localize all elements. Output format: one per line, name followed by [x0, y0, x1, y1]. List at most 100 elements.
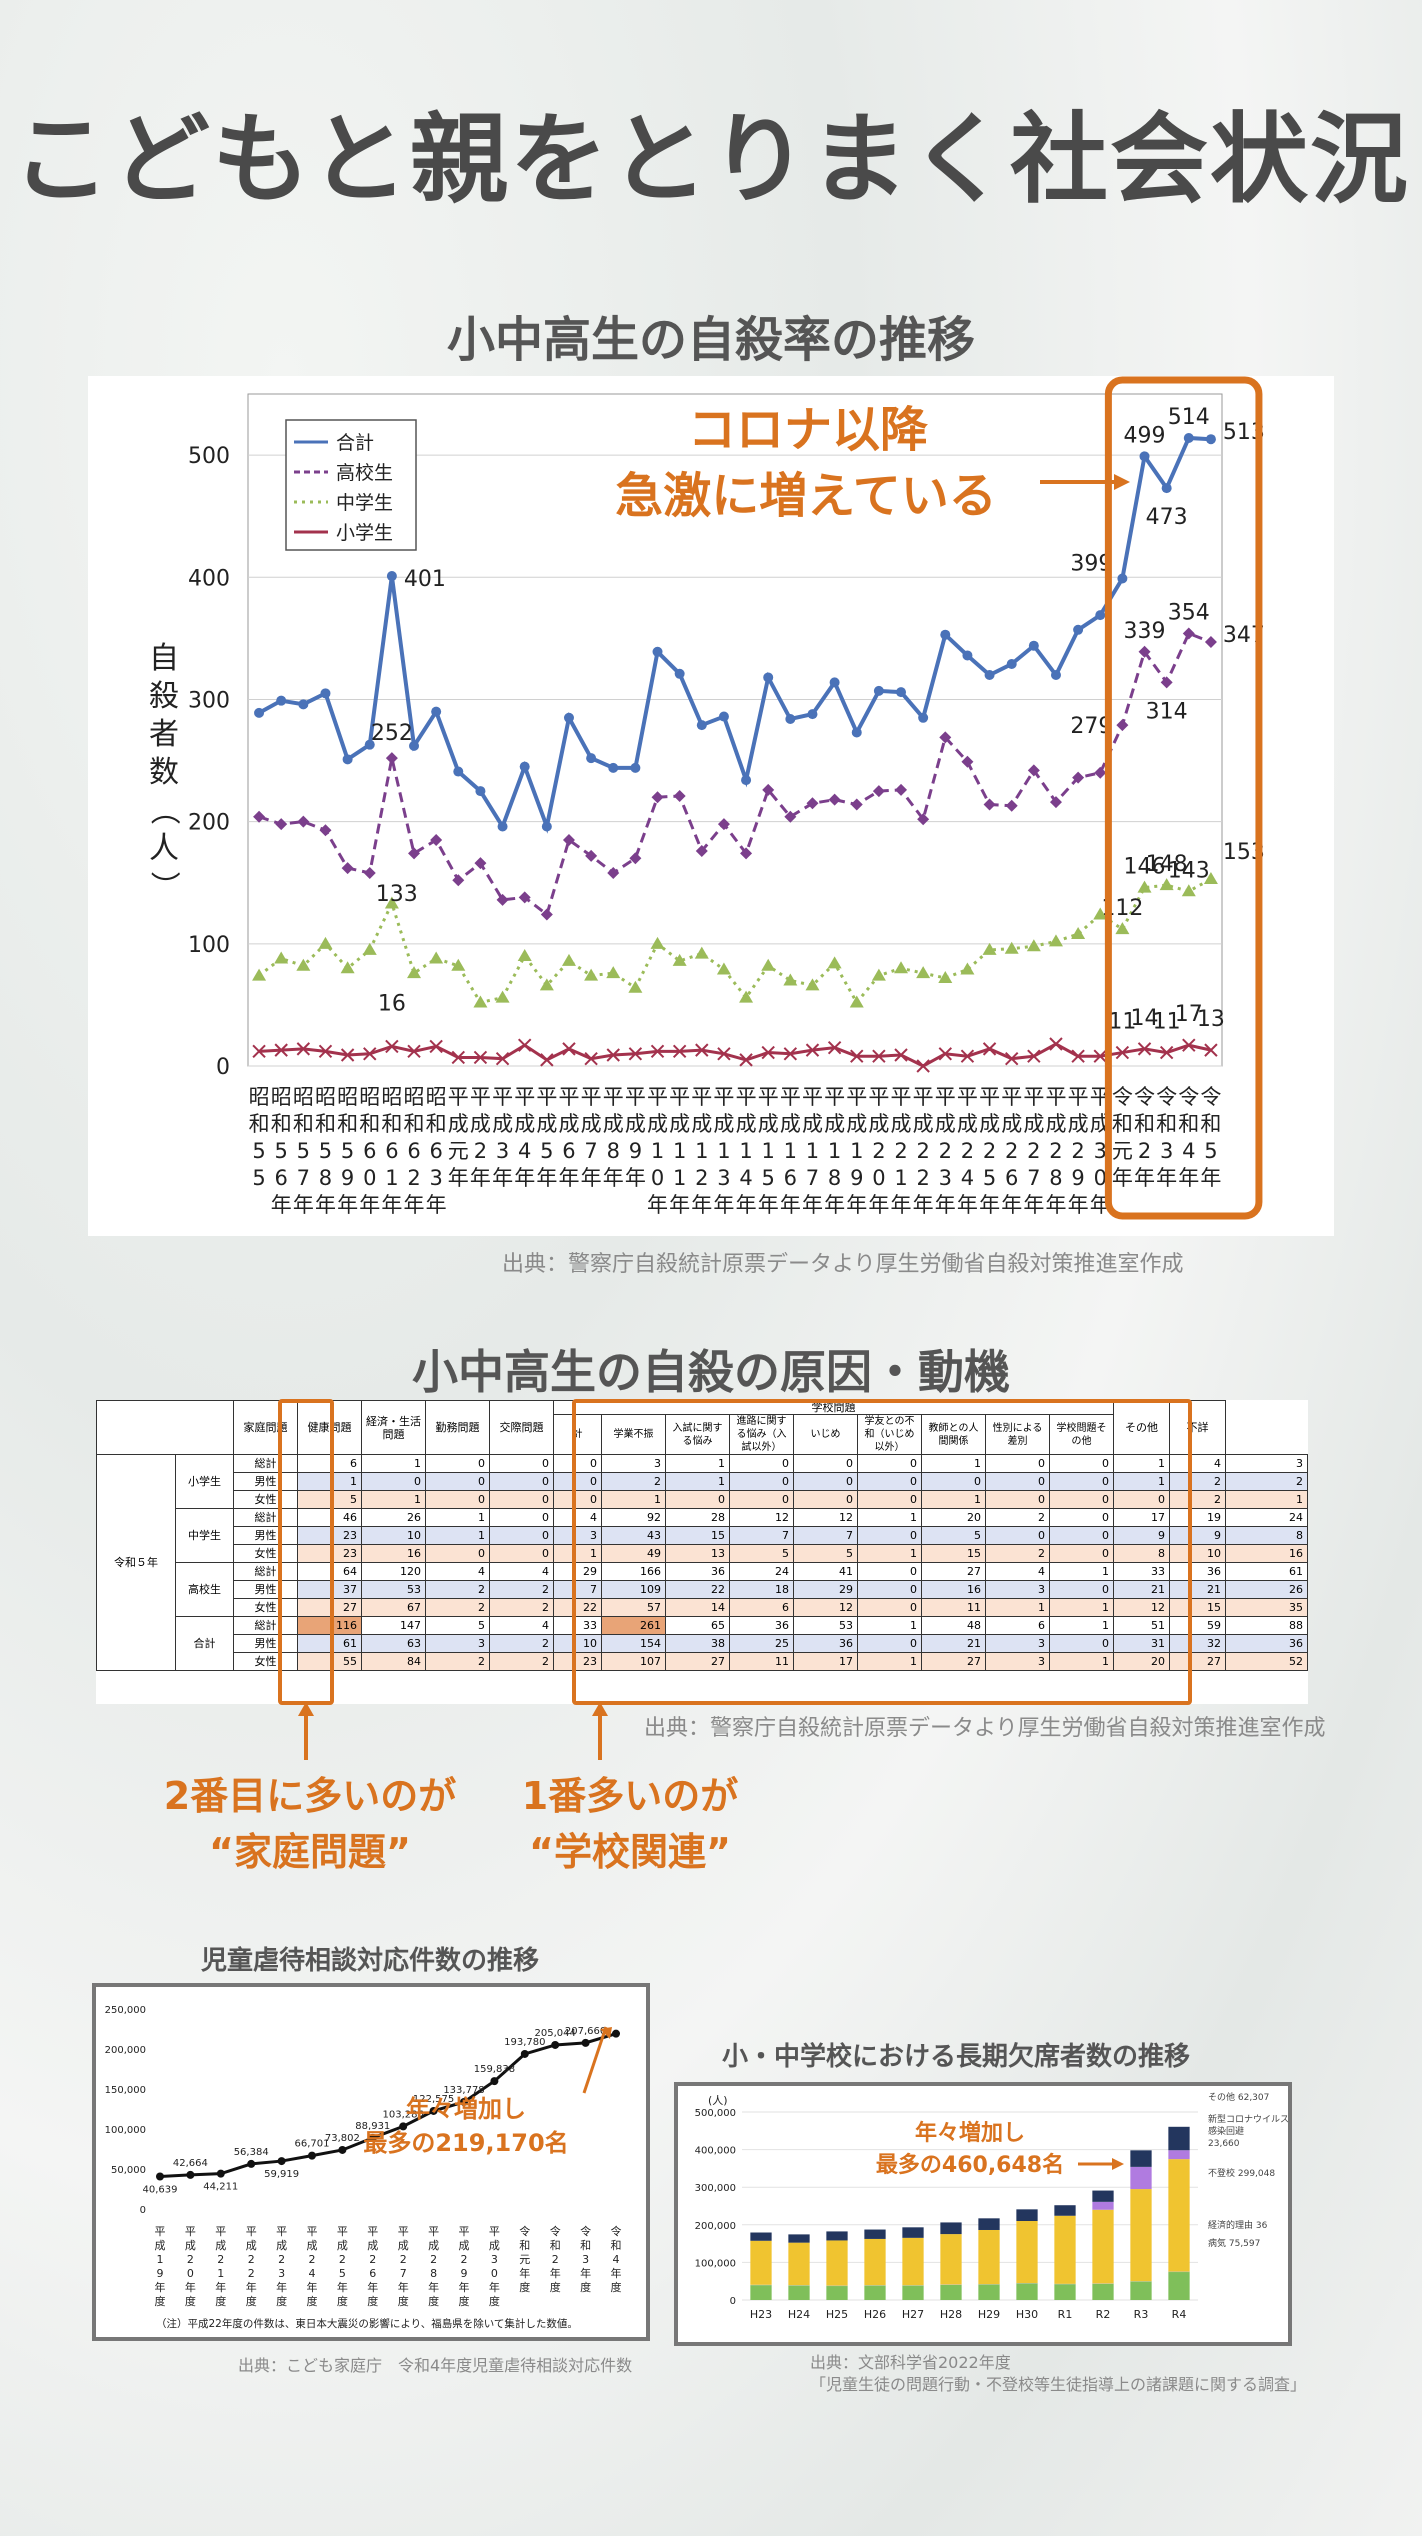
x-tick-label: 令: [1134, 1085, 1155, 1109]
x-tick-label: 平: [846, 1085, 867, 1109]
table-cell: 3: [1225, 1454, 1308, 1473]
point-middle: [871, 968, 886, 981]
x-tick-label: 度: [246, 2294, 257, 2308]
x-tick-label: 成: [935, 1112, 956, 1136]
table-cell: 0: [489, 1508, 554, 1527]
y-tick-label: 0: [216, 1055, 230, 1080]
point-high: [740, 847, 753, 860]
x-tick-label: 2: [474, 1139, 487, 1163]
x-tick-label: 2: [961, 1139, 974, 1163]
point-total: [807, 709, 818, 720]
table-cell: 1: [425, 1526, 490, 1545]
point-elementary: [761, 1045, 775, 1060]
x-tick-label: 8: [828, 1166, 841, 1190]
point-high: [474, 857, 487, 870]
bar-segment: [864, 2238, 886, 2286]
x-tick-label: 昭: [381, 1085, 402, 1109]
data-label: 143: [1168, 858, 1210, 883]
y-tick-label: 100,000: [695, 2258, 736, 2269]
x-tick-label: 成: [824, 1112, 845, 1136]
table-cell: 2: [1169, 1490, 1226, 1509]
point-total: [431, 706, 442, 717]
point-elementary: [872, 1049, 886, 1063]
stack-legend-label: その他 62,307: [1208, 2091, 1269, 2103]
x-tick-label: 5: [319, 1139, 332, 1163]
bar-segment: [1054, 2205, 1076, 2216]
table-level: 合計: [175, 1616, 234, 1671]
table-header: 経済・生活問題: [361, 1400, 426, 1455]
point-high: [452, 874, 465, 887]
x-tick-label: 年: [293, 1193, 314, 1217]
table-cell: 9: [1169, 1526, 1226, 1545]
point-middle: [539, 978, 554, 991]
point-elementary: [850, 1049, 864, 1063]
x-tick-label: H29: [978, 2308, 1000, 2321]
bar-segment: [1092, 2283, 1114, 2300]
x-tick-label: 平: [669, 1085, 690, 1109]
table-cell: 10: [361, 1526, 426, 1545]
x-tick-label: H27: [902, 2308, 924, 2321]
table-cell: 1: [857, 1508, 922, 1527]
table-cell: 16: [1225, 1544, 1308, 1563]
y-tick-label: 200,000: [105, 2045, 146, 2056]
point-elementary: [1071, 1049, 1085, 1063]
x-tick-label: 平: [558, 1085, 579, 1109]
abuse-point: [520, 2049, 529, 2058]
x-tick-label: 令: [1156, 1085, 1177, 1109]
legend-label: 合計: [336, 432, 374, 454]
table-header: 教師との人間関係: [921, 1414, 986, 1455]
bar-segment: [940, 2234, 962, 2285]
x-tick-label: 度: [367, 2294, 378, 2308]
table-cell: 1: [1049, 1598, 1114, 1617]
table-cell: 1: [601, 1490, 666, 1509]
x-tick-label: 年: [780, 1193, 801, 1217]
x-tick-label: 成: [581, 1112, 602, 1136]
point-middle: [362, 942, 377, 955]
absence-arrowhead: [1112, 2158, 1124, 2170]
bar-segment: [902, 2227, 924, 2238]
point-high: [341, 862, 354, 875]
x-tick-label: 平: [713, 1085, 734, 1109]
x-tick-label: 年: [550, 2266, 561, 2280]
x-tick-label: 和: [404, 1112, 425, 1136]
x-tick-label: 6: [407, 1139, 420, 1163]
bar-segment: [788, 2234, 810, 2243]
data-label: 514: [1168, 405, 1210, 430]
stack-legend-label: 新型コロナウイルスの: [1208, 2113, 1288, 2125]
x-tick-label: 年: [337, 1193, 358, 1217]
bar-segment: [788, 2285, 810, 2286]
x-tick-label: 2: [461, 2253, 468, 2266]
bar-segment: [1168, 2271, 1190, 2273]
x-tick-label: H23: [750, 2308, 772, 2321]
x-tick-label: 年: [581, 1166, 602, 1190]
x-tick-label: 令: [1200, 1085, 1221, 1109]
x-tick-label: 度: [550, 2280, 561, 2294]
bar-segment: [864, 2229, 886, 2239]
x-tick-label: 成: [276, 2239, 287, 2252]
x-tick-label: 年: [1200, 1166, 1221, 1190]
table-cell: 63: [361, 1634, 426, 1653]
point-middle: [1093, 907, 1108, 920]
point-middle: [827, 956, 842, 969]
x-tick-label: 2: [872, 1139, 885, 1163]
x-tick-label: 和: [550, 2239, 561, 2252]
point-middle: [584, 968, 599, 981]
x-tick-label: 度: [155, 2294, 166, 2308]
x-tick-label: 9: [341, 1166, 354, 1190]
table-header: 性別による差別: [985, 1414, 1050, 1455]
abuse-value-label: 103,286: [383, 2109, 424, 2120]
table-cell: 1: [1049, 1616, 1114, 1635]
x-tick-label: 令: [580, 2224, 591, 2238]
x-tick-label: 昭: [293, 1085, 314, 1109]
x-tick-label: 平: [536, 1085, 557, 1109]
x-tick-label: 成: [155, 2239, 166, 2252]
x-tick-label: 2: [1071, 1139, 1084, 1163]
point-middle: [561, 953, 576, 966]
absence-panel: (人) 0 100,000 200,000 300,000 400,000 500,000 H…: [674, 2082, 1298, 2346]
point-high: [939, 731, 952, 744]
x-tick-label: 年: [611, 2266, 622, 2280]
x-tick-label: 年: [891, 1193, 912, 1217]
x-tick-label: 9: [1071, 1166, 1084, 1190]
table-cell: 26: [361, 1508, 426, 1527]
x-tick-label: 7: [806, 1166, 819, 1190]
